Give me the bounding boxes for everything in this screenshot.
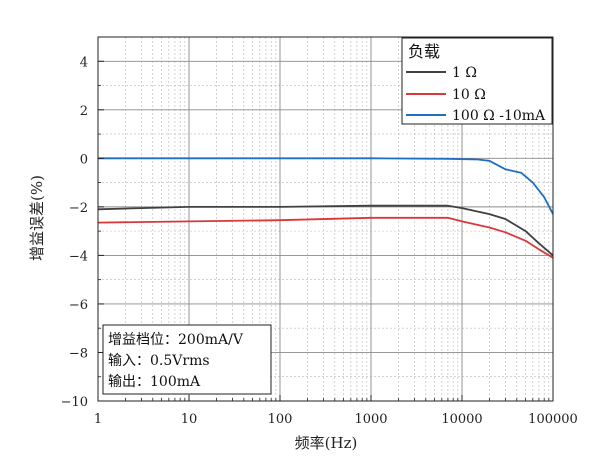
y-tick-label: −8 <box>69 346 88 361</box>
y-tick-label: −4 <box>69 249 88 264</box>
legend: 负载 1 Ω 10 Ω 100 Ω -10mA <box>401 37 553 125</box>
x-tick-label: 100000 <box>528 412 578 427</box>
axis-ticks <box>97 60 554 402</box>
legend-entry-1-ohm: 1 Ω <box>452 65 477 81</box>
x-tick-label: 10000 <box>441 412 482 427</box>
series-lines <box>97 157 554 259</box>
y-tick-label: 0 <box>80 152 88 167</box>
legend-entry-10-ohm: 10 Ω <box>452 87 486 103</box>
legend-title: 负载 <box>408 42 440 61</box>
annotation-input: 输入：0.5Vrms <box>108 353 210 369</box>
y-axis-label: 增益误差(%) <box>28 175 46 261</box>
x-tick-label: 100 <box>268 412 293 427</box>
series-line-10-ohm <box>97 216 554 259</box>
y-tick-label: −6 <box>69 298 88 313</box>
x-tick-label: 10 <box>181 412 198 427</box>
settings-annotation: 增益档位：200mA/V 输入：0.5Vrms 输出：100mA <box>102 324 272 395</box>
y-tick-label: 2 <box>80 104 88 119</box>
annotation-output: 输出：100mA <box>108 374 201 390</box>
y-tick-label: −10 <box>61 395 88 410</box>
annotation-gain-range: 增益档位：200mA/V <box>108 332 244 348</box>
x-tick-label: 1000 <box>354 412 387 427</box>
plot-frame <box>97 36 554 402</box>
y-tick-labels: 4 2 0 −2 −4 −6 −8 −10 <box>61 55 88 410</box>
legend-entry-100-ohm: 100 Ω -10mA <box>452 108 546 124</box>
x-tick-label: 1 <box>94 412 102 427</box>
x-axis-label: 频率(Hz) <box>295 434 358 452</box>
annotation-box <box>102 324 272 395</box>
y-tick-label: 4 <box>80 55 88 70</box>
series-line-100-ohm <box>98 157 554 215</box>
y-tick-label: −2 <box>69 201 88 216</box>
legend-box <box>401 37 553 125</box>
x-tick-labels: 1 10 100 1000 10000 100000 <box>94 412 578 427</box>
series-line-1-ohm <box>97 204 554 257</box>
